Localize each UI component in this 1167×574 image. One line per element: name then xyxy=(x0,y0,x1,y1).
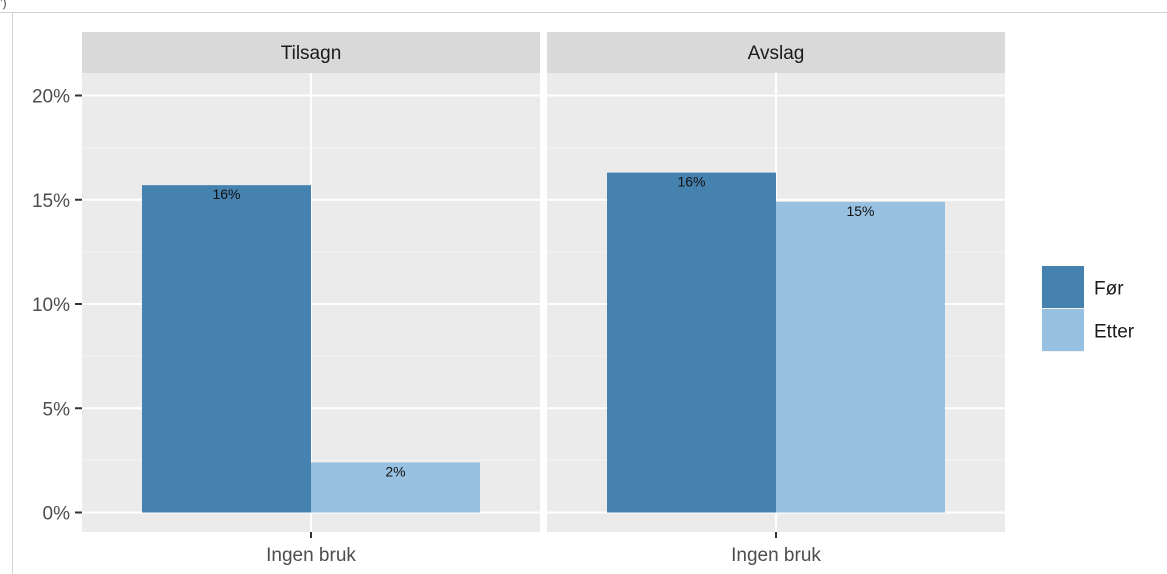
legend-key-f-r xyxy=(1042,266,1084,308)
facet-title-tilsagn: Tilsagn xyxy=(281,43,342,64)
bar-avslag-etter xyxy=(776,201,945,513)
facet-title-avslag: Avslag xyxy=(748,43,805,64)
facet-strip-avslag xyxy=(547,32,1005,73)
legend-label-etter: Etter xyxy=(1094,322,1135,343)
frame-left-border xyxy=(12,12,13,574)
frame-top-border xyxy=(0,12,1167,13)
x-tick-label: Ingen bruk xyxy=(731,545,821,566)
y-tick-label: 15% xyxy=(32,191,70,212)
bar-tilsagn-f-r xyxy=(142,185,311,513)
facet-strip-tilsagn xyxy=(82,32,540,73)
y-tick-label: 20% xyxy=(32,87,70,108)
legend-key-etter xyxy=(1042,309,1084,351)
legend-label-f-r: Før xyxy=(1094,279,1124,300)
bar-label-avslag-etter: 15% xyxy=(846,203,874,219)
x-tick-label: Ingen bruk xyxy=(266,545,356,566)
corner-text-fragment: ’) xyxy=(0,0,7,10)
y-tick-label: 10% xyxy=(32,295,70,316)
bar-avslag-f-r xyxy=(607,172,776,513)
bar-label-tilsagn-f-r: 16% xyxy=(212,186,240,202)
y-tick-label: 0% xyxy=(43,504,71,525)
bar-tilsagn-etter xyxy=(311,462,480,513)
y-tick-label: 5% xyxy=(43,399,71,420)
bar-label-tilsagn-etter: 2% xyxy=(385,463,405,479)
bar-label-avslag-f-r: 16% xyxy=(677,174,705,190)
